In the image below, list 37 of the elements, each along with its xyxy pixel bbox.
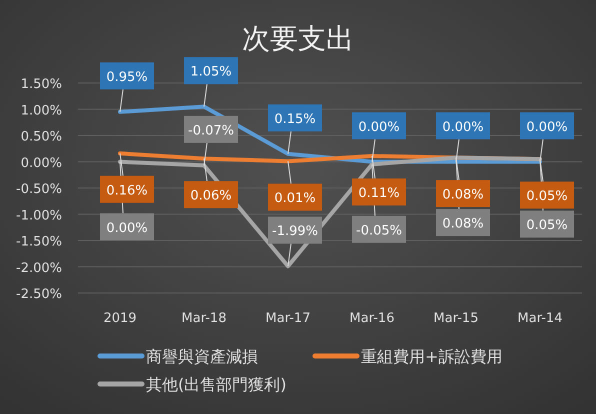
x-tick-label: Mar-16: [350, 311, 394, 326]
y-tick-label: -2.00%: [16, 260, 62, 276]
data-label: 0.95%: [106, 70, 148, 85]
legend-label: 其他(出售部門獲利): [146, 375, 286, 394]
y-tick-label: 0.50%: [20, 130, 62, 144]
data-label: -0.07%: [188, 123, 234, 138]
y-tick-label: 1.00%: [20, 103, 62, 118]
data-label: 0.06%: [190, 188, 232, 204]
legend-label: 重組費用+訴訟費用: [361, 347, 502, 366]
data-label: 0.08%: [442, 188, 484, 203]
x-tick-label: Mar-15: [434, 311, 478, 326]
chart-title: 次要支出: [242, 22, 354, 55]
data-label: 0.00%: [526, 120, 568, 135]
data-label: 0.11%: [358, 186, 400, 201]
y-tick-label: -1.00%: [16, 208, 62, 224]
data-label: 0.00%: [106, 220, 148, 236]
x-tick-label: Mar-17: [266, 311, 310, 326]
data-label: 0.16%: [106, 183, 148, 198]
y-tick-label: 1.50%: [20, 77, 62, 92]
data-label: 0.00%: [442, 120, 484, 135]
y-tick-label: -2.50%: [16, 287, 62, 302]
data-label: 0.05%: [526, 189, 568, 204]
data-label: -0.05%: [356, 223, 402, 238]
x-tick-label: 2019: [103, 311, 137, 326]
y-tick-label: -0.50%: [16, 182, 62, 197]
x-tick-label: Mar-18: [182, 311, 226, 326]
data-label: 0.05%: [526, 218, 568, 234]
data-label: 0.00%: [358, 120, 400, 135]
data-label: 0.15%: [274, 112, 316, 127]
data-label: 1.05%: [190, 64, 232, 80]
data-label: -1.99%: [272, 224, 318, 240]
y-tick-label: -1.50%: [16, 234, 62, 250]
data-label: 0.01%: [274, 191, 316, 206]
x-tick-label: Mar-14: [518, 311, 562, 326]
legend-label: 商譽與資產減損: [146, 347, 258, 366]
data-label: 0.08%: [442, 216, 484, 232]
y-tick-label: 0.00%: [20, 156, 62, 171]
